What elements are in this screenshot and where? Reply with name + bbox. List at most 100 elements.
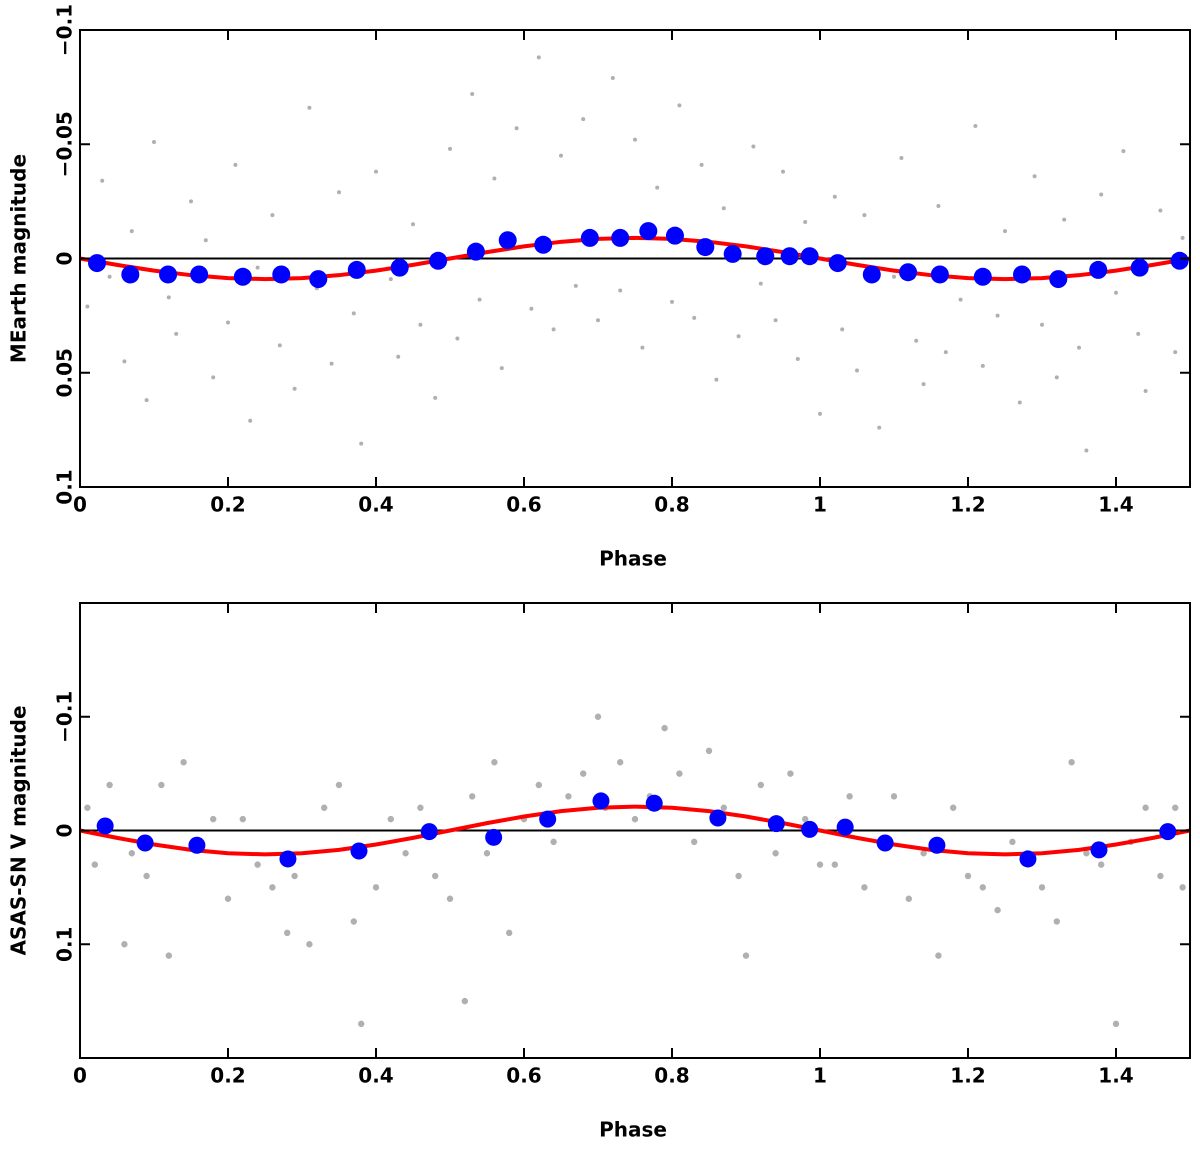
data-point [735,872,742,880]
data-point [573,283,578,288]
data-point [773,318,778,323]
x-axis-label: Phase [599,547,667,571]
data-point [107,274,112,279]
x-tick-label: 0.4 [358,493,393,517]
binned-point [188,836,206,854]
data-point [580,770,587,777]
data-point [995,313,1000,318]
data-point [565,793,572,800]
data-point [1083,850,1090,857]
data-point [670,299,674,304]
binned-point [309,270,328,289]
data-point [964,872,972,880]
data-point [158,781,165,789]
binned-point [159,265,178,284]
data-point [751,144,756,149]
binned-point [1090,841,1108,859]
data-point [714,377,719,382]
data-point [84,804,91,811]
binned-point [1159,823,1177,841]
data-point [255,265,260,270]
data-point [862,213,867,218]
data-point [106,781,113,789]
data-point [692,315,697,320]
data-point [239,815,246,823]
data-point [1158,208,1163,213]
fit-curve [79,804,1191,857]
binned-point [876,834,894,852]
y-tick-label: 0.05 [53,348,77,397]
data-point [772,850,779,857]
data-point [351,311,356,316]
binned-point [592,792,610,810]
binned-point [96,817,114,835]
y-axis-label: MEarth magnitude [7,154,31,363]
data-point [631,815,639,823]
data-point [387,815,394,823]
binned-point [420,823,438,841]
data-point [1180,235,1185,240]
data-point [736,334,741,339]
binned-point [828,254,847,273]
data-point [174,331,179,336]
data-point [477,297,482,302]
y-tick-label: −0.05 [53,111,77,177]
data-point [816,861,824,868]
y-tick-label: −0.1 [53,691,77,743]
data-point [129,229,134,234]
data-point [165,952,172,959]
data-point [455,336,460,341]
data-point [950,804,957,811]
binned-point [973,267,992,286]
data-point [818,411,822,416]
data-point [1112,1020,1120,1028]
data-point [699,162,704,167]
binned-point [696,238,715,257]
data-point [1084,448,1089,453]
binned-point [780,247,799,266]
data-point [337,190,341,195]
data-point [596,318,600,323]
binned-point [466,242,485,261]
x-tick-label: 0 [73,1064,87,1088]
binned-point [190,265,209,284]
data-point [1003,229,1007,234]
data-point [559,153,563,158]
data-point [661,724,668,732]
data-point [224,895,232,902]
y-axis-label: ASAS-SN V magnitude [7,705,31,955]
data-point [795,357,800,362]
data-point [758,281,763,286]
binned-point [767,815,785,833]
binned-point [928,836,946,854]
data-point [1136,331,1141,336]
data-point [100,178,105,183]
data-point [491,759,498,766]
binned-point [534,235,553,254]
binned-point [539,810,557,828]
data-point [610,75,615,80]
data-point [920,850,927,857]
data-point [781,169,785,174]
data-point [861,884,868,891]
data-point [1038,884,1046,891]
x-tick-label: 0.6 [506,1064,541,1088]
data-point [617,759,624,766]
data-point [211,375,216,380]
binned-point [800,247,819,266]
y-tick-label: 0 [53,252,77,266]
data-point [1172,804,1179,811]
data-point [506,929,513,937]
binned-point [645,794,663,812]
x-tick-label: 0 [73,493,87,517]
data-point [291,872,298,880]
data-point [535,781,542,789]
data-point [691,838,698,846]
binned-point [862,265,881,284]
data-point [292,386,297,391]
data-point [1032,174,1037,179]
y-tick-label: 0.1 [53,469,77,504]
data-point [803,219,808,224]
binned-point [801,820,819,838]
